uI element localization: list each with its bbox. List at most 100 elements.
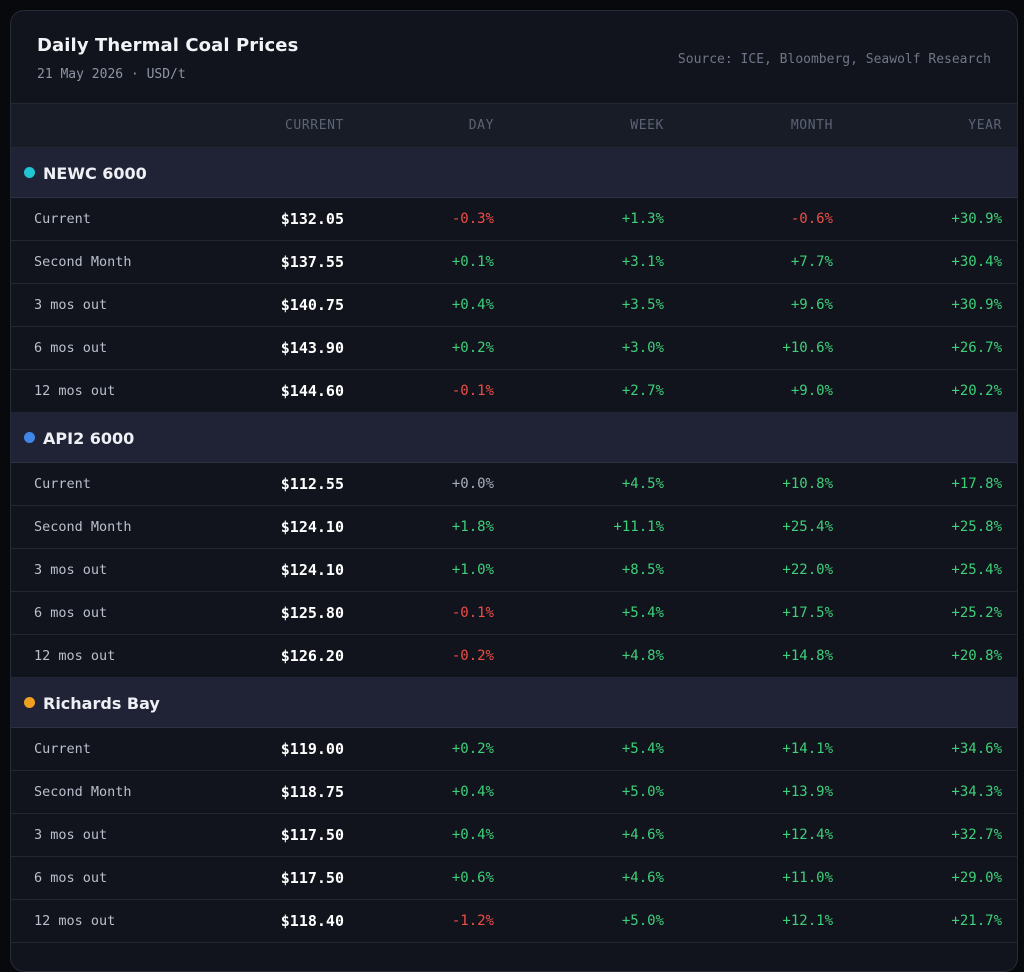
week-change-cell: +4.8% — [494, 634, 664, 678]
day-change-cell: +0.0% — [344, 462, 494, 506]
year-change-cell: +25.4% — [833, 548, 1017, 592]
month-change-cell: +10.6% — [664, 326, 833, 370]
table-row: Second Month $137.55 +0.1% +3.1% +7.7% +30.4% — [11, 240, 1017, 284]
table-row: Second Month $118.75 +0.4% +5.0% +13.9% +34.3… — [11, 770, 1017, 814]
price-cell: $124.10 — [211, 505, 344, 549]
week-change-cell: +5.0% — [494, 899, 664, 943]
price-cell: $143.90 — [211, 326, 344, 370]
day-change-cell: -1.2% — [344, 899, 494, 943]
group-header-cell: NEWC 6000 — [11, 147, 1017, 198]
week-change-cell: +1.3% — [494, 197, 664, 241]
week-change-cell: +4.6% — [494, 856, 664, 900]
day-change-cell: -0.3% — [344, 197, 494, 241]
row-label: 3 mos out — [11, 283, 211, 327]
week-change-cell: +5.0% — [494, 770, 664, 814]
day-change-cell: +1.0% — [344, 548, 494, 592]
table-row: Current $132.05 -0.3% +1.3% -0.6% +30.9% — [11, 197, 1017, 241]
month-change-cell: -0.6% — [664, 197, 833, 241]
price-table: CURRENT DAY WEEK MONTH YEAR NEWC 6000 Cur… — [11, 103, 1017, 943]
table-row: 3 mos out $124.10 +1.0% +8.5% +22.0% +25.4% — [11, 548, 1017, 592]
table-row: 3 mos out $140.75 +0.4% +3.5% +9.6% +30.9% — [11, 283, 1017, 327]
group-header-richards-bay: Richards Bay — [11, 677, 1017, 728]
month-change-cell: +14.8% — [664, 634, 833, 678]
group-header-cell: API2 6000 — [11, 412, 1017, 463]
row-label: Second Month — [11, 770, 211, 814]
row-label: Second Month — [11, 240, 211, 284]
row-label: 12 mos out — [11, 899, 211, 943]
group-header-newc-6000: NEWC 6000 — [11, 147, 1017, 198]
price-cell: $124.10 — [211, 548, 344, 592]
table-header-row: CURRENT DAY WEEK MONTH YEAR — [11, 103, 1017, 148]
day-change-cell: +1.8% — [344, 505, 494, 549]
date-currency-subtitle: 21 May 2026 · USD/t — [37, 67, 186, 82]
year-change-cell: +34.6% — [833, 727, 1017, 771]
price-cell: $118.40 — [211, 899, 344, 943]
year-change-cell: +30.9% — [833, 283, 1017, 327]
page-title: Daily Thermal Coal Prices — [37, 35, 299, 56]
day-change-cell: -0.2% — [344, 634, 494, 678]
price-cell: $117.50 — [211, 856, 344, 900]
week-change-cell: +8.5% — [494, 548, 664, 592]
week-change-cell: +5.4% — [494, 591, 664, 635]
year-change-cell: +32.7% — [833, 813, 1017, 857]
week-change-cell: +5.4% — [494, 727, 664, 771]
price-cell: $119.00 — [211, 727, 344, 771]
month-change-cell: +13.9% — [664, 770, 833, 814]
day-change-cell: +0.4% — [344, 770, 494, 814]
price-cell: $144.60 — [211, 369, 344, 413]
price-cell: $118.75 — [211, 770, 344, 814]
month-change-cell: +17.5% — [664, 591, 833, 635]
price-cell: $112.55 — [211, 462, 344, 506]
group-name: Richards Bay — [43, 693, 160, 713]
week-change-cell: +3.5% — [494, 283, 664, 327]
table-row: 6 mos out $125.80 -0.1% +5.4% +17.5% +25.2% — [11, 591, 1017, 635]
day-change-cell: +0.4% — [344, 813, 494, 857]
group-color-dot-icon — [24, 696, 35, 708]
month-change-cell: +9.6% — [664, 283, 833, 327]
month-change-cell: +25.4% — [664, 505, 833, 549]
table-row: 12 mos out $144.60 -0.1% +2.7% +9.0% +20.2% — [11, 369, 1017, 413]
day-change-cell: +0.2% — [344, 727, 494, 771]
group-name: NEWC 6000 — [43, 163, 147, 183]
row-label: 3 mos out — [11, 813, 211, 857]
day-change-cell: -0.1% — [344, 369, 494, 413]
year-change-cell: +26.7% — [833, 326, 1017, 370]
week-change-cell: +2.7% — [494, 369, 664, 413]
row-label: Second Month — [11, 505, 211, 549]
month-change-cell: +22.0% — [664, 548, 833, 592]
column-header-day: DAY — [344, 103, 494, 148]
week-change-cell: +4.5% — [494, 462, 664, 506]
month-change-cell: +11.0% — [664, 856, 833, 900]
year-change-cell: +25.2% — [833, 591, 1017, 635]
table-row: Second Month $124.10 +1.8% +11.1% +25.4% +25.… — [11, 505, 1017, 549]
day-change-cell: +0.6% — [344, 856, 494, 900]
month-change-cell: +12.4% — [664, 813, 833, 857]
day-change-cell: +0.2% — [344, 326, 494, 370]
year-change-cell: +17.8% — [833, 462, 1017, 506]
card-header: Daily Thermal Coal Prices 21 May 2026 · … — [11, 11, 1017, 103]
source-note: Source: ICE, Bloomberg, Seawolf Research — [677, 52, 991, 67]
group-name: API2 6000 — [43, 428, 135, 448]
price-cell: $132.05 — [211, 197, 344, 241]
group-header-cell: Richards Bay — [11, 677, 1017, 728]
column-header-current: CURRENT — [211, 103, 344, 148]
table-row: 3 mos out $117.50 +0.4% +4.6% +12.4% +32.7% — [11, 813, 1017, 857]
table-row: 6 mos out $143.90 +0.2% +3.0% +10.6% +26.7% — [11, 326, 1017, 370]
row-label: 3 mos out — [11, 548, 211, 592]
row-label: 12 mos out — [11, 634, 211, 678]
group-header-api2-6000: API2 6000 — [11, 412, 1017, 463]
year-change-cell: +20.8% — [833, 634, 1017, 678]
month-change-cell: +12.1% — [664, 899, 833, 943]
table-body: NEWC 6000 Current $132.05 -0.3% +1.3% -0.6% +3… — [11, 147, 1017, 943]
column-header-year: YEAR — [833, 103, 1017, 148]
day-change-cell: +0.1% — [344, 240, 494, 284]
table-row: Current $119.00 +0.2% +5.4% +14.1% +34.6% — [11, 727, 1017, 771]
price-cell: $137.55 — [211, 240, 344, 284]
row-label: 6 mos out — [11, 856, 211, 900]
column-header-month: MONTH — [664, 103, 833, 148]
week-change-cell: +3.0% — [494, 326, 664, 370]
row-label: Current — [11, 197, 211, 241]
month-change-cell: +10.8% — [664, 462, 833, 506]
row-label: 6 mos out — [11, 326, 211, 370]
group-color-dot-icon — [24, 166, 35, 178]
